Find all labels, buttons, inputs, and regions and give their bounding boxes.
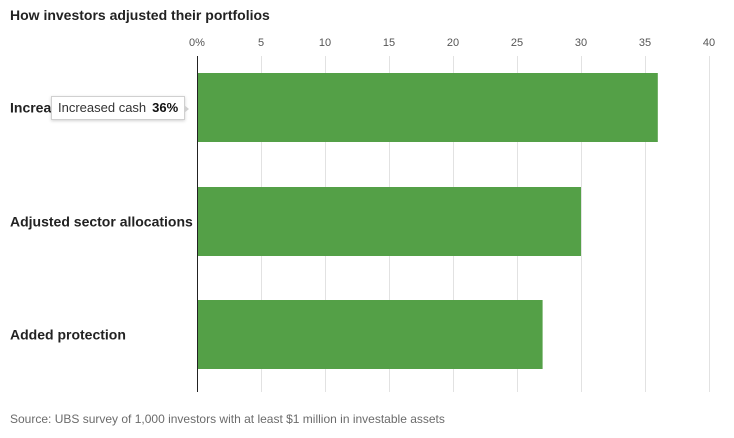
- category-label: Added protection: [10, 327, 126, 343]
- bar[interactable]: [197, 187, 581, 256]
- x-tick-label: 15: [383, 37, 395, 49]
- x-tick-label: 20: [447, 37, 459, 49]
- bar[interactable]: [197, 73, 658, 142]
- bars: [197, 73, 658, 369]
- category-labels: Increa Adjusted sector allocations Added p…: [10, 100, 193, 343]
- bar-tooltip: Increased cash 36%: [51, 96, 190, 120]
- x-axis-ticks: 0% 5 10 15 20 25 30 35 40: [189, 37, 715, 49]
- x-tick-label: 10: [319, 37, 331, 49]
- x-tick-label: 30: [575, 37, 587, 49]
- x-tick-label: 35: [639, 37, 651, 49]
- x-tick-label: 40: [703, 37, 715, 49]
- tooltip-value: 36%: [152, 100, 179, 115]
- category-label: Adjusted sector allocations: [10, 214, 193, 230]
- x-tick-label: 5: [258, 37, 264, 49]
- chart-title: How investors adjusted their portfolios: [10, 7, 270, 23]
- tooltip-label: Increased cash: [58, 100, 147, 115]
- x-tick-label: 0%: [189, 37, 205, 49]
- source-note: Source: UBS survey of 1,000 investors wi…: [10, 412, 445, 426]
- bar[interactable]: [197, 300, 543, 369]
- x-tick-label: 25: [511, 37, 523, 49]
- category-label: Increa: [10, 100, 51, 116]
